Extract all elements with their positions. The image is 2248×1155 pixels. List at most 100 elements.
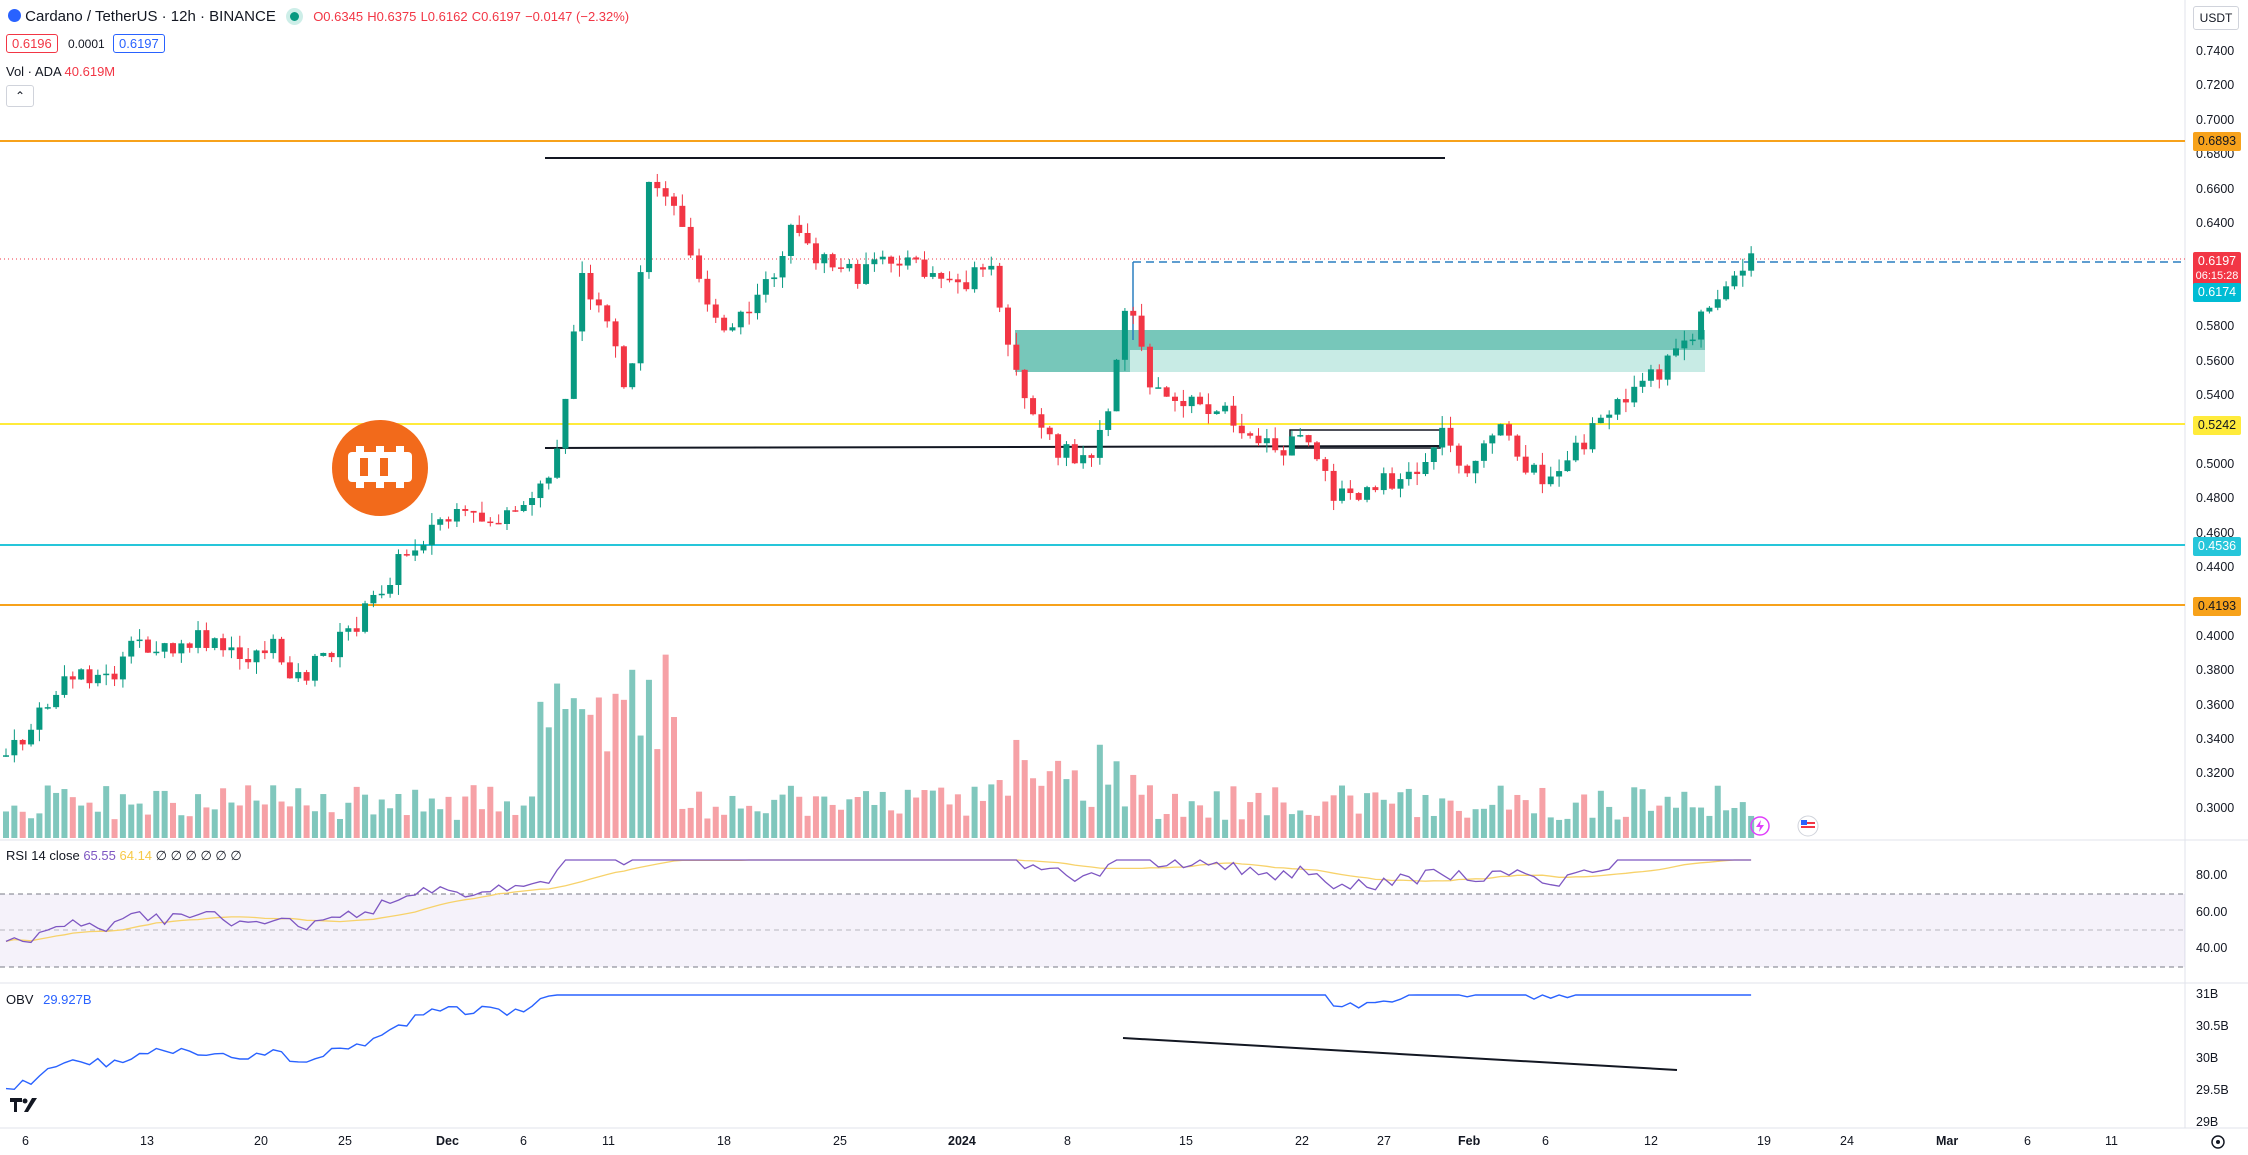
volume-bar bbox=[687, 807, 694, 838]
volume-bar bbox=[1689, 807, 1696, 838]
volume-bar bbox=[44, 785, 51, 838]
candle-body bbox=[1213, 411, 1220, 415]
candle-body bbox=[1163, 387, 1170, 397]
volume-bar bbox=[1313, 815, 1320, 838]
settings-icon[interactable] bbox=[2211, 1135, 2225, 1149]
rsi-label[interactable]: RSI 14 close bbox=[6, 848, 80, 863]
candle-body bbox=[587, 272, 594, 300]
volume-bar bbox=[1297, 810, 1304, 838]
volume-bar bbox=[328, 812, 335, 838]
volume-bar bbox=[1105, 784, 1112, 838]
volume-bar bbox=[712, 806, 719, 838]
price-tick: 0.6400 bbox=[2196, 216, 2235, 230]
volume-bar bbox=[28, 818, 35, 838]
candle-body bbox=[721, 317, 728, 331]
volume-bar bbox=[896, 813, 903, 838]
volume-bar bbox=[1205, 817, 1212, 838]
volume-bar bbox=[1063, 779, 1070, 838]
candle-body bbox=[671, 196, 677, 206]
candle-body bbox=[178, 643, 185, 654]
volume-label: Vol · ADA bbox=[6, 64, 61, 79]
candle-body bbox=[1063, 444, 1070, 458]
tradingview-logo-icon[interactable] bbox=[10, 1098, 37, 1112]
candle-body bbox=[470, 510, 477, 513]
volume-bar bbox=[420, 811, 427, 838]
volume-bar bbox=[1172, 793, 1178, 838]
candle-body bbox=[3, 755, 9, 757]
obv-tick-29-5b: 29.5B bbox=[2196, 1083, 2229, 1097]
candle-body bbox=[771, 277, 778, 280]
time-tick: 25 bbox=[338, 1134, 352, 1148]
candle-body bbox=[913, 257, 920, 260]
obv-divergence-line[interactable] bbox=[1122, 1037, 1678, 1071]
bar-countdown: 06:15:28 bbox=[2193, 267, 2241, 286]
volume-bar bbox=[186, 816, 193, 838]
price-level-label: 0.6174 bbox=[2193, 283, 2241, 302]
candle-body bbox=[144, 639, 151, 653]
flash-icon[interactable] bbox=[1750, 816, 1770, 836]
price-level-label: 0.4193 bbox=[2193, 597, 2241, 616]
candle-body bbox=[1656, 369, 1663, 380]
candle-body bbox=[1472, 460, 1479, 474]
ask-price-button[interactable]: 0.6197 bbox=[113, 34, 165, 53]
volume-bar bbox=[1222, 819, 1229, 838]
price-tick: 0.5000 bbox=[2196, 456, 2235, 471]
volume-bar bbox=[1255, 792, 1262, 838]
candle-body bbox=[938, 273, 945, 279]
bid-price-button[interactable]: 0.6196 bbox=[6, 34, 58, 53]
candle-body bbox=[1130, 310, 1137, 316]
volume-layer bbox=[3, 654, 1755, 838]
candle-body bbox=[220, 638, 227, 651]
volume-bar bbox=[153, 790, 160, 838]
obv-tick-30-5b: 30.5B bbox=[2196, 1019, 2229, 1033]
currency-button[interactable]: USDT bbox=[2193, 6, 2239, 30]
volume-bar bbox=[1539, 787, 1546, 838]
candle-body bbox=[445, 519, 452, 522]
flag-icon[interactable] bbox=[1797, 815, 1819, 837]
candle-body bbox=[712, 304, 719, 318]
candle-body bbox=[904, 257, 911, 266]
candle-body bbox=[1439, 427, 1446, 448]
candle-body bbox=[504, 510, 510, 524]
demand-zone-light[interactable] bbox=[1130, 350, 1705, 372]
candle-body bbox=[654, 181, 661, 189]
candle-body bbox=[328, 652, 335, 658]
volume-bar bbox=[1414, 817, 1421, 838]
candle-body bbox=[1564, 460, 1571, 472]
volume-bar bbox=[78, 805, 85, 838]
candle-body bbox=[261, 650, 268, 654]
candle-body bbox=[1522, 456, 1529, 473]
volume-bar bbox=[1138, 794, 1145, 838]
volume-bar bbox=[111, 819, 118, 838]
candle-body bbox=[203, 630, 210, 648]
volume-bar bbox=[270, 785, 277, 838]
candle-body bbox=[595, 299, 602, 306]
volume-bar bbox=[1714, 785, 1721, 838]
volume-bar bbox=[1197, 805, 1204, 838]
candle-body bbox=[1013, 344, 1020, 370]
candle-body bbox=[1531, 464, 1538, 473]
candle-body bbox=[1647, 369, 1654, 381]
candle-body bbox=[1188, 396, 1195, 407]
volume-bar bbox=[1330, 795, 1337, 838]
volume-bar bbox=[570, 698, 577, 838]
collapse-icon[interactable]: ⌃ bbox=[6, 85, 34, 107]
obv-label[interactable]: OBV bbox=[6, 992, 34, 1007]
candle-body bbox=[1464, 465, 1471, 474]
candle-body bbox=[1313, 442, 1320, 460]
candle-body bbox=[437, 519, 444, 525]
volume-bar bbox=[1046, 771, 1053, 838]
volume-bar bbox=[136, 803, 143, 838]
symbol-title[interactable]: Cardano / TetherUS · 12h · BINANCE bbox=[25, 8, 276, 25]
volume-bar bbox=[1647, 810, 1654, 838]
volume-bar bbox=[1263, 815, 1270, 838]
candle-body bbox=[612, 321, 619, 347]
candle-body bbox=[1614, 399, 1621, 415]
volume-bar bbox=[579, 709, 586, 838]
candle-body bbox=[1205, 404, 1212, 415]
volume-bar bbox=[1247, 802, 1254, 838]
volume-bar bbox=[796, 796, 803, 838]
candle-body bbox=[1197, 396, 1204, 405]
volume-bar bbox=[921, 790, 928, 838]
